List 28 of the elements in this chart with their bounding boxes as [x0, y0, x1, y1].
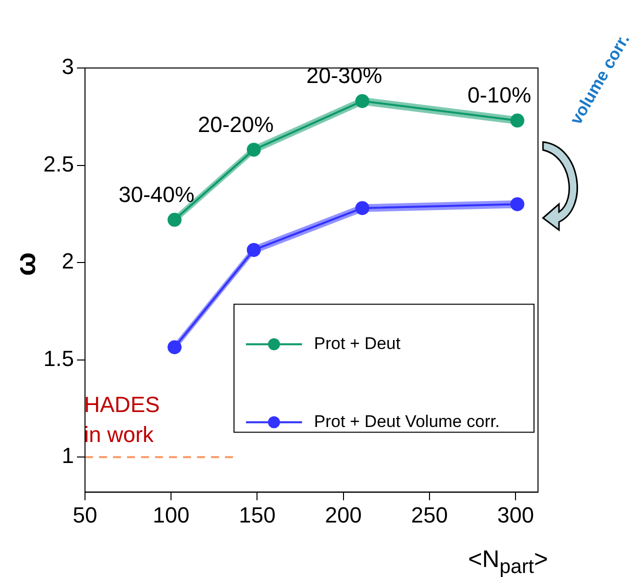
x-axis-title: <N$_{part}$> [468, 546, 548, 577]
x-tick-label: 50 [72, 502, 98, 528]
point [168, 212, 182, 227]
x-tick-label: 250 [411, 502, 448, 528]
x-tick-label: 300 [497, 502, 534, 528]
point [355, 201, 370, 216]
annotation: 30-40% [118, 182, 194, 207]
legend-label: Prot + Deut [314, 334, 401, 353]
point [510, 197, 524, 212]
point [355, 94, 370, 108]
y-tick-label: 1.5 [43, 346, 74, 371]
y-tick-label: 1 [62, 443, 74, 468]
point [510, 114, 524, 128]
x-tick-label: 100 [152, 502, 190, 528]
point [246, 142, 261, 157]
x-tick-label: 200 [325, 502, 362, 528]
annotation: 0-10% [468, 82, 532, 108]
annotation: HADES in work [84, 391, 160, 449]
annotation: 20-30% [306, 63, 382, 88]
legend-label: Prot + Deut Volume corr. [314, 412, 500, 431]
y-tick-label: 2.5 [43, 151, 74, 176]
annotation: 20-20% [198, 112, 274, 137]
y-axis-title: ω [10, 252, 42, 276]
point [168, 340, 182, 354]
point [246, 242, 261, 257]
x-tick-label: 150 [238, 502, 276, 528]
y-tick-label: 2 [62, 248, 74, 274]
y-tick-label: 3 [62, 54, 74, 80]
